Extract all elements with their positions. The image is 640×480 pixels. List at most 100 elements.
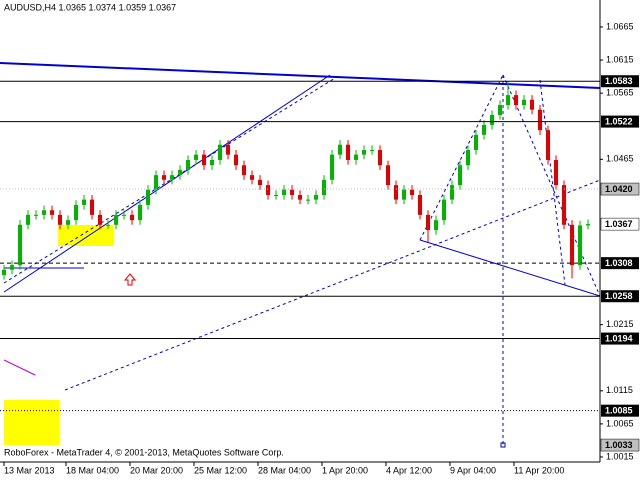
candle-body	[202, 154, 206, 166]
x-tick-label: 25 Mar 12:00	[194, 465, 247, 475]
candle-body	[194, 154, 198, 160]
candle-body	[18, 224, 22, 266]
candle-body	[42, 210, 46, 215]
candle-body	[122, 214, 126, 216]
candle-body	[418, 195, 422, 215]
candle-body	[378, 150, 382, 166]
level-label-box	[600, 217, 640, 231]
level-label-box	[600, 182, 640, 196]
candle-body	[242, 165, 246, 176]
x-tick-label: 4 Apr 12:00	[386, 465, 432, 475]
candle-body	[538, 109, 542, 131]
candle-body	[330, 154, 334, 180]
x-tick-label: 1 Apr 20:00	[322, 465, 368, 475]
y-tick-label: 1.0215	[606, 319, 634, 329]
marker	[500, 442, 506, 448]
candle-body	[474, 134, 478, 151]
candle-body	[298, 195, 302, 200]
y-tick-label: 1.0115	[606, 385, 633, 395]
candle-body	[586, 224, 590, 226]
y-tick-label: 1.0665	[606, 21, 634, 31]
candle-body	[138, 204, 142, 221]
candle-body	[74, 204, 78, 221]
level-label: 1.0194	[605, 333, 633, 343]
level-label: 1.0522	[605, 116, 633, 126]
candle-body	[162, 175, 166, 180]
x-tick-label: 9 Apr 04:00	[450, 465, 496, 475]
level-label-box	[601, 332, 639, 345]
level-label: 1.0085	[605, 406, 633, 416]
x-tick-label: 11 Apr 20:00	[514, 465, 564, 475]
level-label: 1.0033	[605, 440, 633, 450]
y-tick-label: 1.0565	[606, 88, 634, 98]
y-tick-label: 1.0615	[606, 54, 634, 64]
candle-body	[170, 175, 174, 180]
trendline	[3, 74, 331, 293]
candle-body	[554, 159, 558, 186]
candle-body	[498, 105, 502, 115]
trendline	[539, 79, 566, 286]
candle-body	[218, 144, 222, 160]
candle-body	[338, 144, 342, 155]
level-label: 1.0420	[605, 184, 633, 194]
candle-body	[98, 214, 102, 225]
level-label-box	[601, 290, 639, 303]
level-label: 1.0367	[605, 219, 633, 229]
candle-body	[362, 150, 366, 155]
indicator-line	[3, 359, 36, 376]
candle-body	[346, 144, 350, 160]
up-arrow	[123, 273, 137, 286]
candle-body	[522, 99, 526, 106]
candle-body	[290, 189, 294, 196]
y-tick-label: 1.0465	[606, 154, 634, 164]
candle-body	[514, 95, 518, 106]
level-label-box	[601, 257, 639, 270]
candle-body	[10, 265, 14, 270]
candle-body	[394, 185, 398, 200]
candle-body	[354, 154, 358, 160]
level-label-box	[600, 438, 640, 452]
candle-body	[410, 189, 414, 196]
trendline	[0, 62, 601, 89]
candle-body	[34, 214, 38, 216]
candle-body	[530, 99, 534, 110]
candle-body	[66, 220, 70, 225]
candle-body	[506, 95, 510, 106]
candle-body	[266, 185, 270, 196]
x-tick-label: 13 Mar 2013	[4, 465, 55, 475]
candle-body	[82, 199, 86, 205]
candle-body	[226, 144, 230, 155]
candle-body	[26, 214, 30, 225]
x-tick-label: 20 Mar 20:00	[130, 465, 183, 475]
trendline	[419, 74, 504, 241]
candle-body	[154, 175, 158, 190]
level-label: 1.0308	[605, 258, 633, 268]
x-tick-label: 18 Mar 04:00	[66, 465, 119, 475]
candle-body	[450, 185, 454, 200]
candle-body	[434, 220, 438, 231]
candle-body	[130, 214, 134, 221]
candle-body	[2, 269, 6, 276]
candle-body	[458, 165, 462, 186]
candle-body	[210, 159, 214, 166]
candle-body	[322, 179, 326, 196]
candle-body	[282, 189, 286, 196]
candle-body	[50, 210, 54, 215]
candle-body	[306, 199, 310, 201]
highlight-box	[4, 400, 59, 445]
y-tick-label: 1.0015	[606, 451, 634, 461]
candle-body	[466, 150, 470, 166]
level-label-box	[601, 75, 639, 88]
candle-body	[562, 185, 566, 225]
candle-body	[234, 154, 238, 166]
candle-body	[258, 179, 262, 186]
level-label: 1.0258	[605, 291, 633, 301]
candle-body	[370, 150, 374, 152]
candle-body	[546, 130, 550, 160]
candle-body	[402, 189, 406, 200]
plot	[2, 81, 590, 280]
x-tick-label: 28 Mar 04:00	[258, 465, 311, 475]
candle-body	[274, 195, 278, 197]
candle-body	[58, 214, 62, 225]
